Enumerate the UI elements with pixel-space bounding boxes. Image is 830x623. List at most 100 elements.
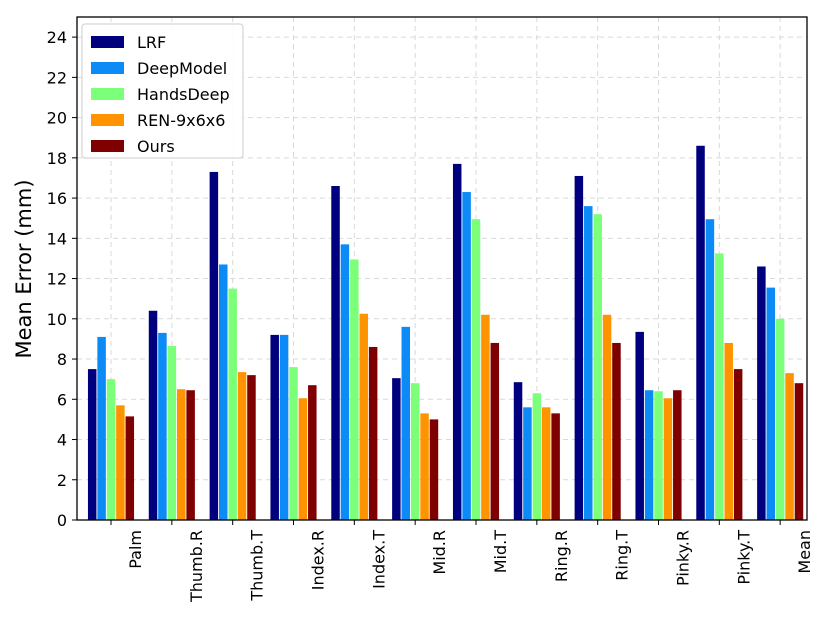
bar-ren-9x6x6-pinky-r — [663, 398, 673, 520]
y-tick-label: 0 — [57, 511, 67, 530]
y-tick-label: 2 — [57, 471, 67, 490]
bar-handsdeep-pinky-r — [654, 391, 663, 520]
x-tick-label: Ring.T — [613, 530, 632, 581]
bar-handsdeep-thumb-r — [167, 345, 177, 520]
bar-handsdeep-index-t — [350, 259, 359, 520]
legend-label: Ours — [137, 137, 175, 156]
bar-handsdeep-mid-r — [410, 383, 420, 520]
legend-swatch — [91, 36, 124, 48]
legend-label: REN-9x6x6 — [137, 111, 225, 130]
y-tick-label: 14 — [47, 229, 67, 248]
bar-deepmodel-thumb-r — [158, 332, 167, 520]
x-tick-label: Index.T — [369, 530, 388, 589]
y-tick-label: 18 — [47, 149, 67, 168]
bar-ours-pinky-r — [673, 390, 682, 520]
bar-deepmodel-pinky-r — [644, 390, 654, 520]
legend-swatch — [91, 88, 124, 100]
bar-lrf-ring-t — [574, 175, 584, 520]
bar-ren-9x6x6-palm — [116, 405, 125, 520]
legend-label: HandsDeep — [137, 85, 230, 104]
x-tick-label: Mid.R — [430, 530, 449, 575]
legend-label: DeepModel — [137, 59, 227, 78]
y-tick-label: 6 — [57, 390, 67, 409]
bar-ours-thumb-t — [247, 375, 256, 520]
legend-swatch — [91, 62, 124, 74]
bar-deepmodel-ring-r — [523, 407, 532, 520]
bar-ren-9x6x6-ring-r — [541, 407, 551, 520]
bar-handsdeep-pinky-t — [715, 253, 724, 520]
legend-swatch — [91, 140, 124, 152]
legend-label: LRF — [137, 33, 166, 52]
bar-lrf-mid-r — [392, 378, 401, 520]
bar-deepmodel-mean — [766, 287, 776, 520]
x-tick-label: Ring.R — [552, 530, 571, 582]
bar-deepmodel-index-t — [340, 244, 350, 520]
bar-ren-9x6x6-pinky-t — [724, 342, 733, 520]
bar-deepmodel-mid-r — [401, 326, 411, 520]
bar-lrf-ring-r — [513, 382, 523, 520]
legend-swatch — [91, 114, 124, 126]
bar-deepmodel-palm — [97, 336, 106, 520]
bar-deepmodel-index-r — [279, 334, 289, 520]
bar-lrf-pinky-t — [696, 145, 705, 520]
bar-ren-9x6x6-ring-t — [602, 314, 612, 520]
bar-ours-mean — [794, 383, 804, 520]
bar-deepmodel-mid-t — [462, 192, 471, 520]
x-axis: Palm Thumb.R Thumb.T Index.R Index.T Mid.R Mid… — [110, 520, 814, 603]
bar-deepmodel-thumb-t — [219, 264, 228, 520]
y-tick-label: 4 — [57, 431, 67, 450]
bar-handsdeep-mid-t — [471, 219, 481, 520]
y-tick-label: 10 — [47, 310, 67, 329]
bar-handsdeep-index-r — [289, 367, 298, 520]
bar-ours-ring-t — [612, 342, 621, 520]
bar-ren-9x6x6-thumb-r — [176, 389, 186, 520]
bar-ours-palm — [125, 416, 135, 520]
bar-handsdeep-thumb-t — [228, 288, 237, 520]
bar-ren-9x6x6-index-r — [298, 398, 308, 520]
y-tick-label: 16 — [47, 189, 67, 208]
bar-ren-9x6x6-mid-t — [481, 314, 490, 520]
bar-lrf-pinky-r — [635, 331, 644, 520]
plot-area-frame — [76, 16, 808, 521]
bar-ours-thumb-r — [186, 390, 195, 520]
x-tick-label: Pinky.T — [734, 530, 753, 585]
bar-ren-9x6x6-mean — [785, 373, 794, 520]
y-tick-label: 22 — [47, 68, 67, 87]
bar-lrf-index-t — [331, 186, 340, 520]
bar-handsdeep-ring-t — [593, 214, 602, 520]
x-tick-label: Mean — [795, 530, 814, 574]
bars — [87, 145, 804, 521]
bar-ours-mid-r — [429, 419, 439, 520]
y-tick-label: 12 — [47, 270, 67, 289]
legend: LRF DeepModel HandsDeep REN-9x6x6 Ours — [81, 23, 244, 159]
bar-ren-9x6x6-index-t — [359, 313, 368, 520]
bar-handsdeep-ring-r — [532, 393, 542, 520]
y-tick-label: 20 — [47, 109, 67, 128]
bar-lrf-mean — [757, 266, 766, 520]
y-tick-label: 8 — [57, 350, 67, 369]
bar-ren-9x6x6-thumb-t — [237, 372, 247, 520]
bar-ours-mid-t — [490, 342, 500, 520]
x-tick-label: Pinky.R — [674, 530, 693, 586]
x-tick-label: Palm — [126, 530, 145, 569]
bar-lrf-thumb-t — [209, 171, 219, 520]
bar-deepmodel-ring-t — [584, 206, 593, 521]
bar-lrf-thumb-r — [148, 310, 158, 520]
y-axis-title: Mean Error (mm) — [12, 179, 36, 358]
bar-ours-ring-r — [551, 413, 560, 520]
bar-lrf-index-r — [270, 334, 279, 520]
bar-ours-pinky-t — [733, 369, 743, 520]
x-tick-label: Index.R — [309, 530, 328, 590]
bar-deepmodel-pinky-t — [705, 219, 715, 520]
bar-ren-9x6x6-mid-r — [420, 413, 429, 520]
bar-handsdeep-mean — [775, 318, 785, 520]
bar-lrf-palm — [87, 369, 97, 520]
bar-handsdeep-palm — [106, 379, 116, 520]
x-tick-label: Mid.T — [491, 530, 510, 573]
bar-ours-index-r — [308, 385, 317, 520]
x-tick-label: Thumb.T — [248, 530, 267, 602]
y-tick-label: 24 — [47, 28, 67, 47]
bar-ours-index-t — [368, 346, 378, 520]
